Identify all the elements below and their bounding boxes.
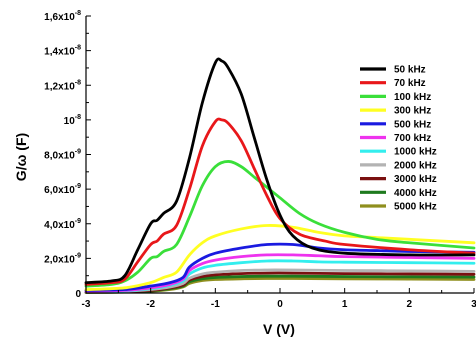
y-axis-title: G/ω (F) [13, 133, 29, 181]
legend-label: 700 kHz [394, 133, 431, 144]
legend-label: 5000 kHz [394, 202, 437, 213]
plot-series-layer [84, 57, 476, 294]
legend-label: 50 kHz [394, 65, 426, 76]
legend-label: 70 kHz [394, 78, 426, 89]
series-line-500-khz [84, 242, 476, 292]
y-tick-label: 6,0x10-9 [44, 183, 81, 196]
x-tick-label: 1 [342, 299, 348, 310]
legend: 50 kHz 70 kHz 100 kHz 300 kHz 500 kHz 700 kHz… [360, 65, 437, 213]
y-tick-label: 1,2x10-8 [44, 79, 81, 92]
x-tick-label: 2 [407, 299, 413, 310]
y-tick-label: 8,0x10-9 [44, 149, 81, 162]
y-tick-label: 0 [75, 289, 81, 300]
series-line-300-khz [84, 224, 476, 291]
series-line-50-khz [84, 57, 476, 285]
legend-label: 500 kHz [394, 119, 431, 130]
y-tick-label: 1,6x10-8 [44, 10, 81, 23]
legend-label: 100 kHz [394, 92, 431, 103]
x-tick-label: -2 [146, 299, 155, 310]
legend-label: 3000 kHz [394, 174, 437, 185]
legend-label: 4000 kHz [394, 188, 437, 199]
x-ticks: -3 -2 -1 0 1 2 3 [82, 288, 476, 310]
y-tick-label: 4,0x10-9 [44, 218, 81, 231]
series-line-70-khz [84, 117, 476, 286]
y-tick-label: 10-8 [64, 114, 81, 127]
legend-label: 2000 kHz [394, 160, 437, 171]
x-tick-label: -3 [82, 299, 91, 310]
y-tick-label: 1,4x10-8 [44, 45, 81, 58]
x-axis-title: V (V) [263, 321, 295, 337]
x-tick-label: -1 [211, 299, 220, 310]
series-line-100-khz [84, 160, 476, 288]
legend-label: 1000 kHz [394, 147, 437, 158]
y-tick-label: 2,0x10-9 [44, 252, 81, 265]
series-line-700-khz [84, 253, 476, 293]
y-ticks: 0 2,0x10-9 4,0x10-9 6,0x10-9 8,0x10-9 10-8 1,2… [44, 10, 91, 300]
legend-label: 300 kHz [394, 106, 431, 117]
x-tick-label: 0 [277, 299, 283, 310]
x-tick-label: 3 [471, 299, 476, 310]
